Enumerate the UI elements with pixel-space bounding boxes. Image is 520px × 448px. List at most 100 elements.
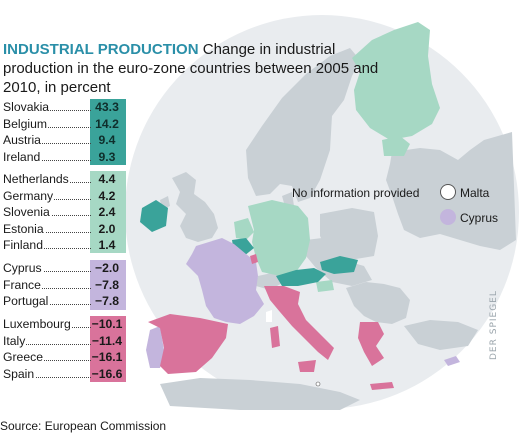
country-value: 1.4	[98, 238, 116, 252]
country-value: −16.6	[91, 366, 123, 381]
country-name: Austria	[3, 132, 42, 148]
leader-dots	[3, 349, 91, 361]
country-cyprus	[444, 356, 460, 366]
poland	[320, 208, 378, 260]
country-austria	[276, 268, 326, 286]
country-france	[186, 238, 264, 324]
swatch-pink	[90, 316, 126, 382]
country-row: Spain −16.6	[3, 365, 123, 382]
country-row: Belgium 14.2	[3, 115, 123, 132]
leader-dots	[3, 277, 91, 289]
country-greece	[358, 322, 384, 366]
legend-malta: Malta	[460, 186, 489, 200]
credit: DER SPIEGEL	[489, 290, 499, 360]
country-finland	[352, 22, 440, 140]
country-value: 43.3	[95, 100, 119, 114]
leader-dots	[3, 149, 91, 161]
swatch-dark-teal	[90, 99, 126, 165]
country-value: −7.8	[94, 277, 120, 292]
country-name: Finland	[3, 237, 44, 253]
country-name: Belgium	[3, 115, 49, 132]
country-value: 14.2	[95, 116, 119, 131]
legend-no-info-circle	[440, 184, 456, 200]
country-sicily	[298, 360, 316, 372]
country-crete	[370, 382, 394, 390]
title-strong: INDUSTRIAL PRODUCTION	[3, 41, 199, 58]
country-row: Slovenia 2.4	[3, 204, 123, 220]
country-name: Estonia	[3, 220, 45, 237]
country-slovakia	[320, 256, 358, 274]
leader-dots	[3, 132, 91, 144]
country-value: 9.3	[98, 149, 116, 164]
legend-no-info: No information provided	[292, 186, 419, 200]
country-row: Italy −11.4	[3, 332, 123, 349]
country-name: Slovenia	[3, 204, 51, 220]
country-row: Germany 4.2	[3, 187, 123, 204]
country-name: Ireland	[3, 148, 42, 165]
country-value: 2.4	[98, 205, 116, 219]
leader-dots	[3, 333, 91, 345]
country-value: 4.2	[98, 188, 116, 203]
country-value: −10.1	[91, 317, 123, 331]
country-name: France	[3, 276, 42, 293]
country-value: −2.0	[94, 261, 120, 275]
country-row: Finland 1.4	[3, 237, 123, 253]
country-sardinia	[270, 326, 280, 348]
country-slovenia	[316, 280, 334, 292]
non-eurozone-land	[160, 48, 516, 410]
country-ireland	[140, 200, 168, 232]
source-note: Source: European Commission	[0, 419, 167, 433]
country-row: Greece −16.1	[3, 349, 123, 365]
country-name: Italy	[3, 332, 27, 349]
swatch-lavender	[90, 260, 126, 310]
country-row: Netherlands 4.4	[3, 171, 123, 187]
title-rest: Change in industrial production in the e…	[3, 41, 379, 96]
leader-dots	[3, 237, 91, 249]
country-row: Ireland 9.3	[3, 148, 123, 165]
country-italy	[264, 286, 334, 360]
north-africa	[160, 378, 360, 410]
balkans-romania	[346, 282, 410, 324]
norway-sweden	[246, 48, 360, 202]
country-value: 2.0	[98, 221, 116, 236]
country-netherlands	[234, 218, 254, 240]
legend-malta-label: Malta	[460, 186, 490, 200]
country-value: −7.8	[94, 294, 120, 308]
country-row: Estonia 2.0	[3, 220, 123, 237]
country-name: Germany	[3, 187, 55, 204]
country-value: 4.4	[98, 172, 116, 186]
country-germany	[248, 200, 310, 276]
country-value: −16.1	[91, 350, 123, 364]
country-malta	[315, 381, 321, 387]
country-name: Cyprus	[3, 260, 43, 276]
leader-dots	[3, 366, 91, 378]
island-white	[266, 310, 272, 322]
country-name: Spain	[3, 365, 36, 382]
country-luxembourg	[250, 254, 258, 264]
leader-dots	[3, 221, 91, 233]
country-name: Greece	[3, 349, 44, 365]
country-spain	[148, 314, 228, 374]
swatch-light-teal	[90, 171, 126, 253]
country-row: Austria 9.4	[3, 132, 123, 148]
country-row: Portugal −7.8	[3, 293, 123, 309]
legend-no-info-label: No information provided	[292, 186, 420, 200]
leader-dots	[3, 260, 91, 272]
country-portugal	[146, 326, 164, 368]
country-row: Cyprus −2.0	[3, 260, 123, 276]
turkey-edge	[404, 320, 478, 350]
country-estonia	[382, 136, 410, 156]
country-row: Luxembourg −10.1	[3, 316, 123, 332]
country-name: Portugal	[3, 293, 50, 309]
country-name: Slovakia	[3, 99, 51, 115]
chart-title: INDUSTRIAL PRODUCTION Change in industri…	[3, 40, 383, 97]
great-britain	[172, 172, 218, 242]
legend-cyprus-label: Cyprus	[460, 211, 499, 225]
country-row: Slovakia 43.3	[3, 99, 123, 115]
country-value: −11.4	[91, 333, 123, 348]
country-value: 9.4	[98, 133, 116, 147]
country-name: Luxembourg	[3, 316, 72, 332]
country-row: France −7.8	[3, 276, 123, 293]
legend-cyprus-circle	[440, 209, 456, 225]
